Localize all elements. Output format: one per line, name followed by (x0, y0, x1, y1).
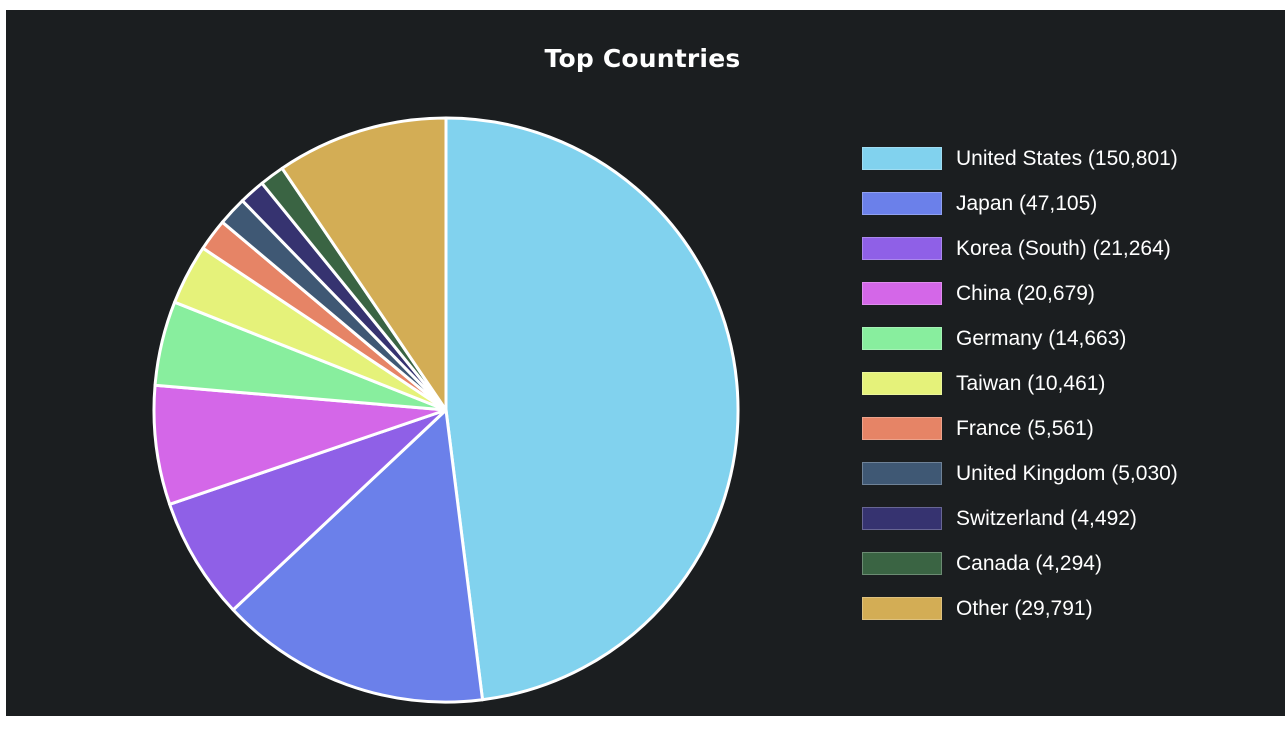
legend-label: Germany (14,663) (956, 326, 1127, 350)
legend-label: Japan (47,105) (956, 191, 1098, 215)
legend-item-taiwan[interactable]: Taiwan (10,461) (862, 361, 1178, 406)
legend-label: Other (29,791) (956, 596, 1093, 620)
pie-slice-other[interactable] (280, 116, 448, 412)
legend-label: United States (150,801) (956, 146, 1178, 170)
legend-swatch (862, 327, 942, 350)
chart-legend: United States (150,801) Japan (47,105) Kor… (862, 136, 1178, 631)
pie-slice-united-states[interactable] (444, 116, 740, 702)
legend-swatch (862, 192, 942, 215)
pie-slice-china[interactable] (152, 383, 448, 506)
legend-label: Switzerland (4,492) (956, 506, 1137, 530)
legend-swatch (862, 597, 942, 620)
legend-item-united-kingdom[interactable]: United Kingdom (5,030) (862, 451, 1178, 496)
legend-label: Korea (South) (21,264) (956, 236, 1171, 260)
legend-swatch (862, 462, 942, 485)
legend-label: China (20,679) (956, 281, 1095, 305)
legend-swatch (862, 372, 942, 395)
legend-swatch (862, 552, 942, 575)
legend-item-japan[interactable]: Japan (47,105) (862, 181, 1178, 226)
legend-swatch (862, 237, 942, 260)
pie-slice-japan[interactable] (231, 408, 485, 704)
legend-label: France (5,561) (956, 416, 1094, 440)
legend-swatch (862, 417, 942, 440)
legend-item-switzerland[interactable]: Switzerland (4,492) (862, 496, 1178, 541)
legend-swatch (862, 282, 942, 305)
legend-item-china[interactable]: China (20,679) (862, 271, 1178, 316)
legend-item-korea-south[interactable]: Korea (South) (21,264) (862, 226, 1178, 271)
legend-label: United Kingdom (5,030) (956, 461, 1178, 485)
legend-label: Canada (4,294) (956, 551, 1102, 575)
legend-item-germany[interactable]: Germany (14,663) (862, 316, 1178, 361)
legend-swatch (862, 147, 942, 170)
chart-title: Top Countries (544, 44, 741, 73)
legend-item-united-states[interactable]: United States (150,801) (862, 136, 1178, 181)
legend-label: Taiwan (10,461) (956, 371, 1106, 395)
pie-slice-korea-south[interactable] (168, 408, 448, 612)
legend-swatch (862, 507, 942, 530)
legend-item-other[interactable]: Other (29,791) (862, 586, 1178, 631)
legend-item-canada[interactable]: Canada (4,294) (862, 541, 1178, 586)
legend-item-france[interactable]: France (5,561) (862, 406, 1178, 451)
